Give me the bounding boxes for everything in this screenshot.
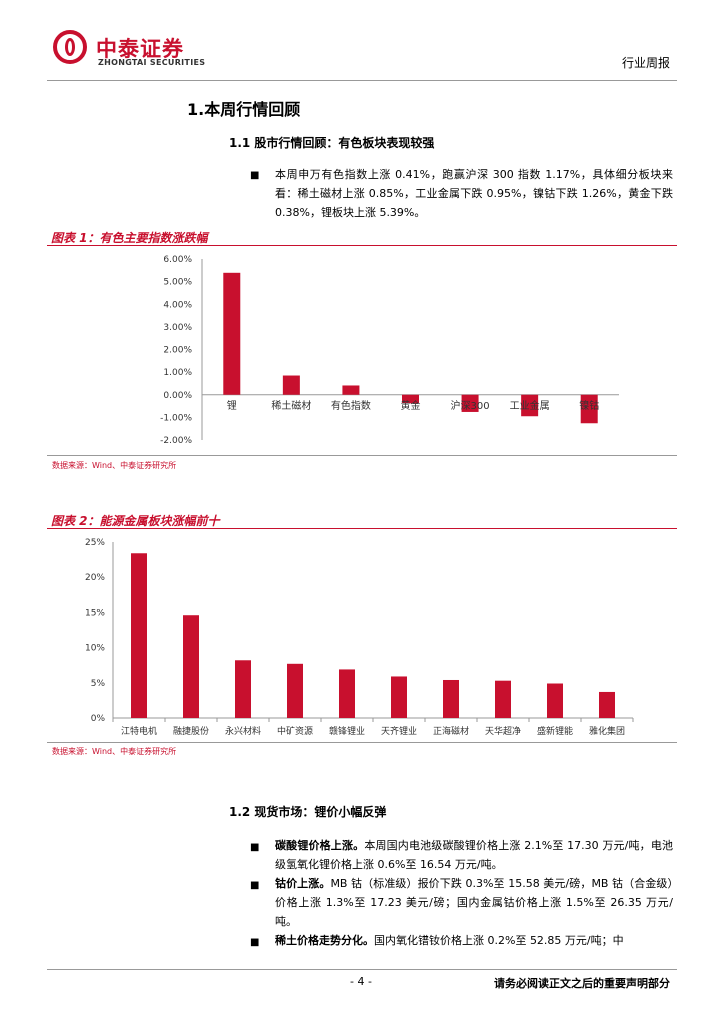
report-type: 行业周报	[621, 56, 670, 70]
bullet-square-icon: ■	[250, 170, 260, 181]
y-tick-label: 10%	[85, 644, 105, 654]
header-divider	[47, 80, 677, 81]
y-tick-label: 2.00%	[163, 346, 192, 356]
subsection-title-1: 1.1 股市行情回顾：有色板块表现较强	[229, 136, 435, 150]
footer-disclaimer: 请务必阅读正文之后的重要声明部分	[494, 977, 670, 990]
paragraph-cobalt: 钴价上涨。MB 钴（标准级）报价下跌 0.3%至 15.58 美元/磅，MB 钴…	[275, 874, 673, 931]
bar	[183, 615, 199, 718]
figure2-chart: 25% 20% 15% 10% 5% 0% 江特电机 融捷股份 永兴材料 中矿资源 赣锋锂业 天齐锂…	[85, 538, 634, 737]
bar	[131, 553, 147, 718]
lead-rare-earth: 稀土价格走势分化。	[275, 934, 374, 947]
bar	[339, 669, 355, 718]
logo-mark-icon	[53, 30, 87, 64]
y-tick-label: 0%	[91, 714, 106, 724]
x-tick-label: 永兴材料	[225, 725, 261, 737]
x-tick-label: 中矿资源	[277, 725, 313, 737]
y-tick-label: 5%	[91, 679, 106, 689]
subsection-title-2: 1.2 现货市场：锂价小幅反弹	[229, 805, 387, 819]
y-tick-label: -2.00%	[160, 436, 192, 446]
x-tick-label: 稀土磁材	[271, 399, 311, 412]
x-tick-label: 江特电机	[121, 725, 157, 737]
figure1-chart: 6.00% 5.00% 4.00% 3.00% 2.00% 1.00% 0.00% -1.00…	[160, 255, 619, 446]
logo-text-cn: 中泰证券	[96, 37, 184, 61]
bar	[461, 394, 479, 412]
bar	[282, 375, 300, 395]
logo-text-en: ZHONGTAI SECURITIES	[98, 58, 206, 67]
bullet-square-icon: ■	[250, 880, 260, 891]
x-tick-label: 雅化集团	[589, 725, 625, 737]
bar	[223, 272, 241, 395]
figure1-title: 图表 1：有色主要指数涨跌幅	[51, 231, 208, 245]
lead-lithium: 碳酸锂价格上涨。	[275, 839, 365, 852]
bar	[521, 394, 539, 417]
lead-cobalt: 钴价上涨。	[275, 877, 331, 890]
y-tick-label: 20%	[85, 573, 105, 583]
bar	[402, 394, 419, 404]
bar	[547, 683, 563, 718]
paragraph-rare-earth: 稀土价格走势分化。国内氧化镨钕价格上涨 0.2%至 52.85 万元/吨；中	[275, 931, 673, 950]
x-tick-label: 正海磁材	[433, 725, 469, 737]
paragraph-lithium: 碳酸锂价格上涨。本周国内电池级碳酸锂价格上涨 2.1%至 17.30 万元/吨，…	[275, 836, 673, 874]
page-number: - 4 -	[350, 975, 372, 988]
section-title: 1.本周行情回顾	[187, 100, 301, 119]
x-tick-label: 融捷股份	[173, 725, 209, 737]
y-tick-label: 25%	[85, 538, 105, 548]
bar	[342, 385, 360, 395]
x-tick-label: 赣锋锂业	[329, 725, 365, 737]
bar	[443, 679, 459, 718]
y-tick-label: 5.00%	[163, 278, 192, 288]
x-tick-label: 沪深300	[451, 399, 490, 412]
x-tick-label: 黄金	[401, 399, 421, 412]
paragraph-market-review: 本周申万有色指数上涨 0.41%，跑赢沪深 300 指数 1.17%，具体细分板…	[275, 168, 673, 219]
figure2-top-rule	[47, 528, 677, 529]
x-tick-label: 天齐锂业	[381, 725, 417, 737]
figure2-bottom-rule	[47, 742, 677, 743]
text-lithium: 本周国内电池级碳酸锂价格上涨 2.1%至 17.30 万元/吨，电池级氢氧化锂价…	[275, 839, 674, 871]
y-tick-label: -1.00%	[160, 413, 192, 423]
x-tick-label: 天华超净	[485, 725, 521, 737]
x-tick-label: 有色指数	[331, 399, 371, 412]
x-tick-label: 锂	[227, 400, 237, 412]
footer-divider	[47, 969, 677, 970]
figure2-source: 数据来源：Wind、中泰证券研究所	[52, 747, 177, 756]
figure2-title: 图表 2：能源金属板块涨幅前十	[51, 514, 220, 528]
bar	[287, 663, 303, 718]
y-tick-label: 15%	[85, 608, 105, 618]
x-tick-label: 盛新锂能	[537, 725, 573, 737]
y-tick-label: 3.00%	[163, 323, 192, 333]
bar	[495, 680, 511, 718]
y-tick-label: 6.00%	[163, 255, 192, 265]
y-tick-label: 0.00%	[163, 391, 192, 401]
bar	[599, 691, 615, 718]
bullet-square-icon: ■	[250, 842, 260, 853]
bar	[580, 394, 598, 424]
x-tick-label: 工业金属	[510, 399, 550, 412]
text-cobalt: MB 钴（标准级）报价下跌 0.3%至 15.58 美元/磅，MB 钴（合金级）…	[275, 877, 673, 928]
bullet-square-icon: ■	[250, 937, 260, 948]
figure1-bottom-rule	[47, 455, 677, 456]
y-tick-label: 4.00%	[163, 300, 192, 310]
bar	[391, 676, 407, 718]
text-rare-earth: 国内氧化镨钕价格上涨 0.2%至 52.85 万元/吨；中	[374, 934, 624, 947]
x-tick-label: 镍钴	[579, 399, 599, 412]
bar	[235, 660, 251, 718]
figure1-top-rule	[47, 245, 677, 246]
figure1-source: 数据来源：Wind、中泰证券研究所	[52, 461, 177, 470]
y-tick-label: 1.00%	[163, 368, 192, 378]
